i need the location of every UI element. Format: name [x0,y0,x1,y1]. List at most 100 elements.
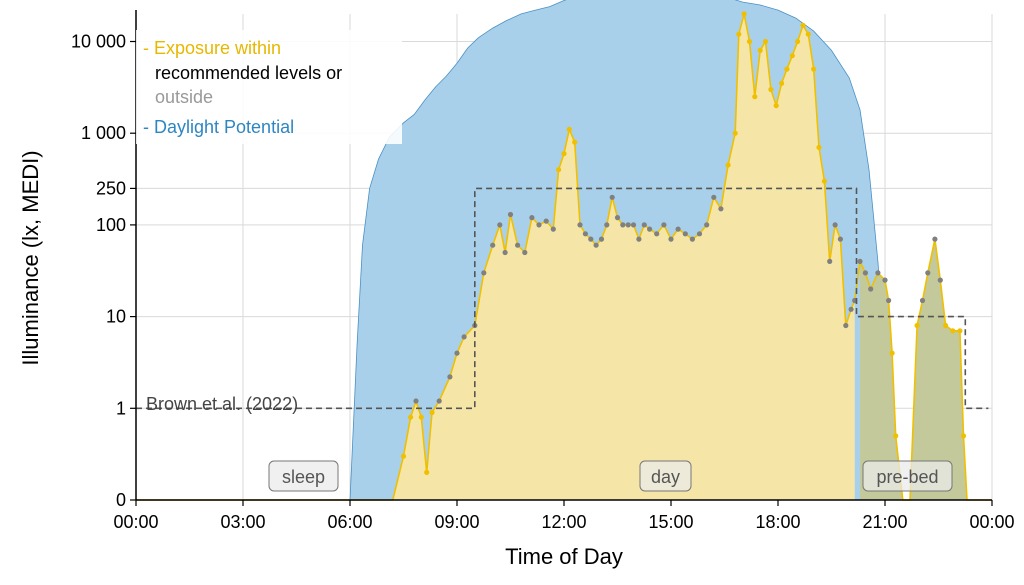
phase-label-sleep: sleep [268,460,339,492]
x-tick-label: 00:00 [113,512,158,532]
exposure-point [661,222,667,228]
exposure-point [593,242,599,248]
exposure-point [413,398,419,404]
exposure-point [502,249,508,256]
exposure-point [614,215,621,221]
exposure-point [821,178,828,184]
exposure-point [447,374,453,380]
phase-text-sleep: sleep [282,467,325,487]
x-tick-label: 15:00 [648,512,693,532]
exposure-point [604,222,610,228]
y-tick-label: 100 [96,215,126,235]
exposure-point [925,270,931,276]
exposure-point [732,130,738,136]
exposure-point [550,226,556,232]
exposure-point [490,242,496,248]
exposure-point [429,409,435,416]
exposure-point [481,270,487,276]
exposure-point [625,222,631,228]
exposure-point [522,249,528,256]
exposure-point [837,236,844,242]
exposure-point [914,322,920,329]
x-tick-label: 09:00 [434,512,479,532]
y-tick-label: 10 000 [71,32,126,52]
exposure-point [784,66,790,72]
exposure-point [454,350,460,356]
exposure-point [561,151,567,157]
exposure-point [893,433,899,439]
exposure-point [689,236,696,242]
phase-label-prebed: pre-bed [862,460,953,492]
exposure-point [609,194,615,200]
exposure-point [598,236,605,242]
exposure-point [704,222,710,228]
exposure-point [805,31,811,37]
exposure-point [725,162,731,168]
exposure-point [789,53,795,59]
x-tick-label: 03:00 [220,512,265,532]
exposure-point [768,86,774,93]
x-tick-label: 18:00 [755,512,800,532]
reference-line-series [136,187,989,410]
exposure-point [588,236,594,242]
legend-exposure-line1: - Exposure within [143,38,281,58]
exposure-point [811,66,817,72]
exposure-point [675,226,681,232]
exposure-point [943,322,949,329]
exposure-area-prebed [860,239,992,500]
exposure-point [848,306,854,312]
exposure-point [736,31,742,37]
phase-text-day: day [651,467,680,487]
exposure-point [461,334,467,340]
exposure-point [682,231,688,237]
y-tick-label: 1 000 [81,123,126,143]
legend-exposure-line2: recommended levels or [155,63,342,83]
y-axis-title: Illuminance (lx, MEDI) [18,150,43,365]
phase-box-sleep [268,460,339,492]
exposure-point [795,38,801,45]
exposure-point [641,222,647,228]
y-tick-label: 10 [106,307,126,327]
x-axis-title: Time of Day [505,544,623,569]
exposure-point [566,126,572,132]
exposure-point [937,277,943,283]
legend: - Exposure within recommended levels or … [136,30,402,144]
exposure-point [857,258,863,264]
exposure-point [436,398,442,404]
exposure-point [875,270,881,276]
exposure-point [868,286,874,292]
y-tick-label: 1 [116,398,126,418]
phase-box-prebed [862,460,953,492]
exposure-point [950,328,956,334]
legend-background [136,30,402,144]
exposure-point [762,38,769,45]
exposure-point [718,206,724,212]
exposure-point [746,38,753,45]
exposure-point [711,194,717,200]
exposure-point [889,350,895,356]
exposure-point [630,222,637,228]
x-tick-label: 21:00 [862,512,907,532]
x-tick-label: 12:00 [541,512,586,532]
exposure-point [654,231,660,237]
phase-text-prebed: pre-bed [876,467,938,487]
exposure-point [507,211,514,218]
exposure-point [779,80,785,86]
exposure-point [668,236,674,242]
exposure-point [827,258,833,264]
exposure-point [543,218,549,224]
exposure-point [696,231,703,237]
exposure-point [882,277,888,283]
exposure-point [932,236,938,242]
exposure-point [418,414,424,420]
phase-label-day: day [639,460,692,492]
exposure-point [960,433,967,439]
legend-daylight: - Daylight Potential [143,117,294,137]
exposure-point [515,242,521,248]
exposure-series [136,11,992,501]
exposure-point [647,226,653,232]
exposure-point [636,236,642,242]
exposure-point [919,297,926,304]
exposure-point [862,270,869,276]
exposure-point [620,222,626,228]
